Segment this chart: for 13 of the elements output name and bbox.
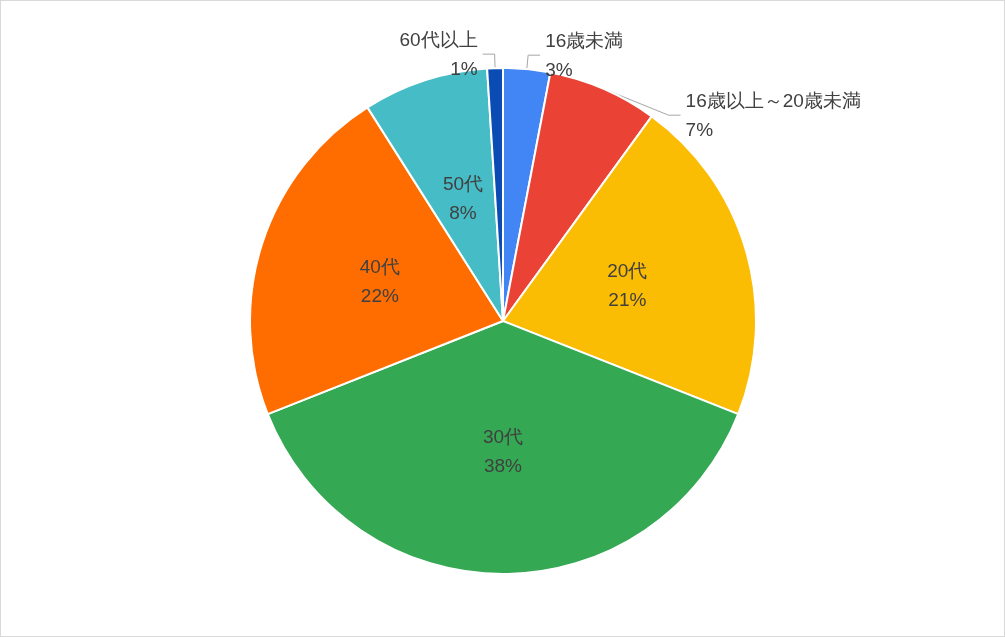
data-label: 3% (545, 59, 573, 81)
data-label: 22% (360, 284, 399, 306)
data-label: 7% (685, 119, 714, 141)
slice-label: 40代 (359, 255, 400, 277)
slice-label: 16歳未満 (545, 30, 624, 52)
slice-label: 16歳以上～20歳未満 (685, 90, 861, 112)
data-label: 38% (483, 454, 523, 476)
data-label: 8% (449, 201, 477, 223)
slice-label: 20代 (607, 259, 648, 281)
slice-label: 60代以上 (399, 29, 478, 51)
slice-label: 30代 (482, 425, 524, 447)
data-label: 21% (608, 288, 647, 310)
slice-label: 50代 (442, 172, 484, 194)
